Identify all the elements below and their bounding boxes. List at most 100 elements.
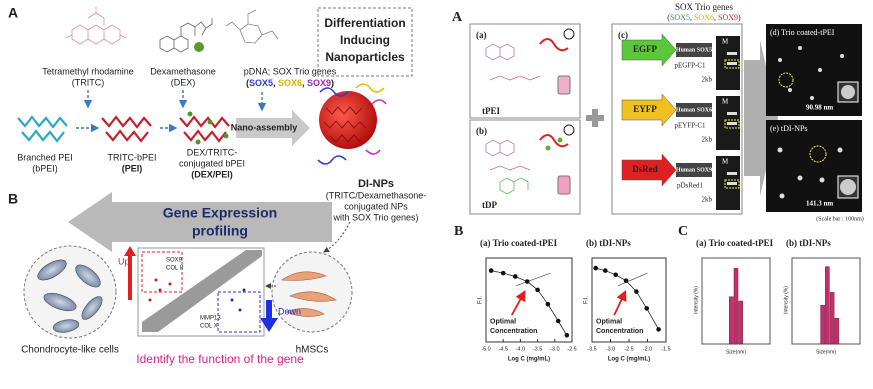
y-label: Intensity (%) <box>693 286 699 314</box>
point <box>644 306 650 311</box>
genes-list-tspan: ( <box>667 13 670 22</box>
hist-bar <box>738 300 743 345</box>
charge <box>563 124 575 136</box>
left-panel-a: A Tetramethyl rhodamine (TRITC) Dexameth… <box>8 5 426 223</box>
tag-label: EGFP <box>633 44 658 54</box>
tem-particles-circle <box>778 58 782 62</box>
point <box>656 327 661 332</box>
panel-label: C <box>678 224 688 239</box>
dex-marker <box>557 137 563 143</box>
annotation: Concentration <box>490 328 537 335</box>
up-label: Up <box>118 256 130 266</box>
tem-size: 141.3 nm <box>806 200 833 208</box>
annotation: Optimal <box>596 319 622 326</box>
strand-label: conjugated bPEI <box>179 158 245 168</box>
bpei-strand <box>17 115 68 143</box>
genes-list-tspan: , <box>714 13 718 22</box>
profiling-label: profiling <box>192 223 248 239</box>
tangent <box>617 272 648 286</box>
down-box <box>217 291 261 333</box>
strand-label: (bPEI) <box>32 163 58 173</box>
sub-box <box>469 23 581 119</box>
dex-dots <box>187 111 229 145</box>
dna-ribbons-path <box>355 83 385 93</box>
vector-label: pDsRed1 <box>677 182 704 190</box>
chondrocytes-ellipse <box>37 259 67 281</box>
np-desc: with SOX Trio genes) <box>332 212 418 222</box>
scatter-dots-circle <box>168 282 172 286</box>
tag-arrow <box>621 33 677 67</box>
scatter-dots <box>148 278 246 312</box>
hist-bar <box>829 292 835 345</box>
chart-title: (a) Trio coated-tPEI <box>696 238 774 248</box>
y-label: Intensity (%) <box>783 286 789 314</box>
optimal-arrow <box>613 289 627 316</box>
gene-box <box>676 103 712 117</box>
point <box>603 268 608 273</box>
fi-charts: (a) Trio coated-tPEI F.I. -5.0 -4.5 -4.0 -3.5… <box>478 238 671 363</box>
dna-ribbons <box>317 83 387 165</box>
tem-particles-circle <box>818 68 822 72</box>
tag-label: DsRed <box>632 164 658 174</box>
tag-label: EYFP <box>633 104 657 114</box>
gel-band <box>727 182 737 185</box>
genes-list: (SOX5, SOX6, SOX9) <box>667 13 741 22</box>
scatter-dots-circle <box>242 288 246 292</box>
scatter-dots-circle <box>154 278 158 282</box>
gene-tag: MMP13 <box>200 316 221 322</box>
genes-list-tspan: SOX9 <box>718 13 738 22</box>
annotation: Optimal <box>490 319 516 326</box>
step-arrows <box>76 90 267 133</box>
gene-tag: COL II <box>166 266 183 272</box>
profiling-arrow <box>68 192 332 252</box>
down-label: Down <box>278 306 301 316</box>
vector-label: pEGFP-C1 <box>674 62 706 70</box>
right-panel-b: B (a) Trio coated-tPEI F.I. -5.0 -4.5 -4.0 -3… <box>454 224 671 362</box>
gel-marker: M <box>722 158 729 166</box>
np-desc: conjugated NPs <box>344 201 408 211</box>
dna-ribbons-path <box>365 149 381 155</box>
left-panel-b: B Gene Expression profiling Chondrocyte-… <box>8 191 353 366</box>
molecule-label: Tetramethyl rhodamine <box>42 66 134 76</box>
point <box>634 289 639 294</box>
gene-label: Human SOX9 <box>676 167 712 173</box>
x-tick-label: -2.5 <box>567 346 576 352</box>
scatter-band <box>142 250 262 332</box>
pdna-molecule-path <box>225 9 279 44</box>
gene-list-tspan: SOX6 <box>278 78 302 88</box>
gel-highlight <box>724 179 740 189</box>
tem-particles-circle <box>777 147 783 153</box>
sub-label: (a) <box>476 30 487 40</box>
strand-label: (DEX/PEI) <box>191 169 233 179</box>
gel-highlight <box>724 59 740 69</box>
scatter-dots-circle <box>148 298 152 302</box>
gel-band <box>727 62 737 65</box>
tem-particles-circle <box>797 175 803 181</box>
chart-title: (b) tDI-NPs <box>586 238 631 248</box>
gene-list-tspan: SOX9 <box>307 78 331 88</box>
gene-list-tspan: , <box>273 78 278 88</box>
gene-list-tspan: SOX5 <box>249 78 273 88</box>
structures-path <box>485 43 541 81</box>
genes-title: SOX Trio genes <box>675 2 734 12</box>
tem-size: 90.98 nm <box>806 104 833 112</box>
tem-particles-circle <box>819 177 825 183</box>
tem-particles-circle <box>810 96 814 100</box>
genes-list-tspan: SOX6 <box>694 13 714 22</box>
gene-box <box>676 43 712 57</box>
constructs: EGFP Human SOX5 pEGFP-C1 M 2kb EYFP Human SOX6… <box>621 33 740 210</box>
gene-box <box>676 163 712 177</box>
x-tick-label: -3.5 <box>533 346 542 352</box>
up-box <box>141 251 183 293</box>
np-label: DI-NPs <box>358 178 394 190</box>
chondrocytes-ellipse <box>75 264 101 288</box>
chart-title: (b) tDI-NPs <box>786 238 831 248</box>
dex-marker <box>194 42 204 52</box>
dex-dots-circle <box>187 111 193 117</box>
panel-label: A <box>8 5 18 21</box>
tem-label: (e) tDI-NPs <box>770 124 808 133</box>
sub-box <box>469 119 581 215</box>
highlight <box>778 72 794 88</box>
x-tick-label: -4.5 <box>498 346 507 352</box>
panel-label: B <box>8 191 18 207</box>
